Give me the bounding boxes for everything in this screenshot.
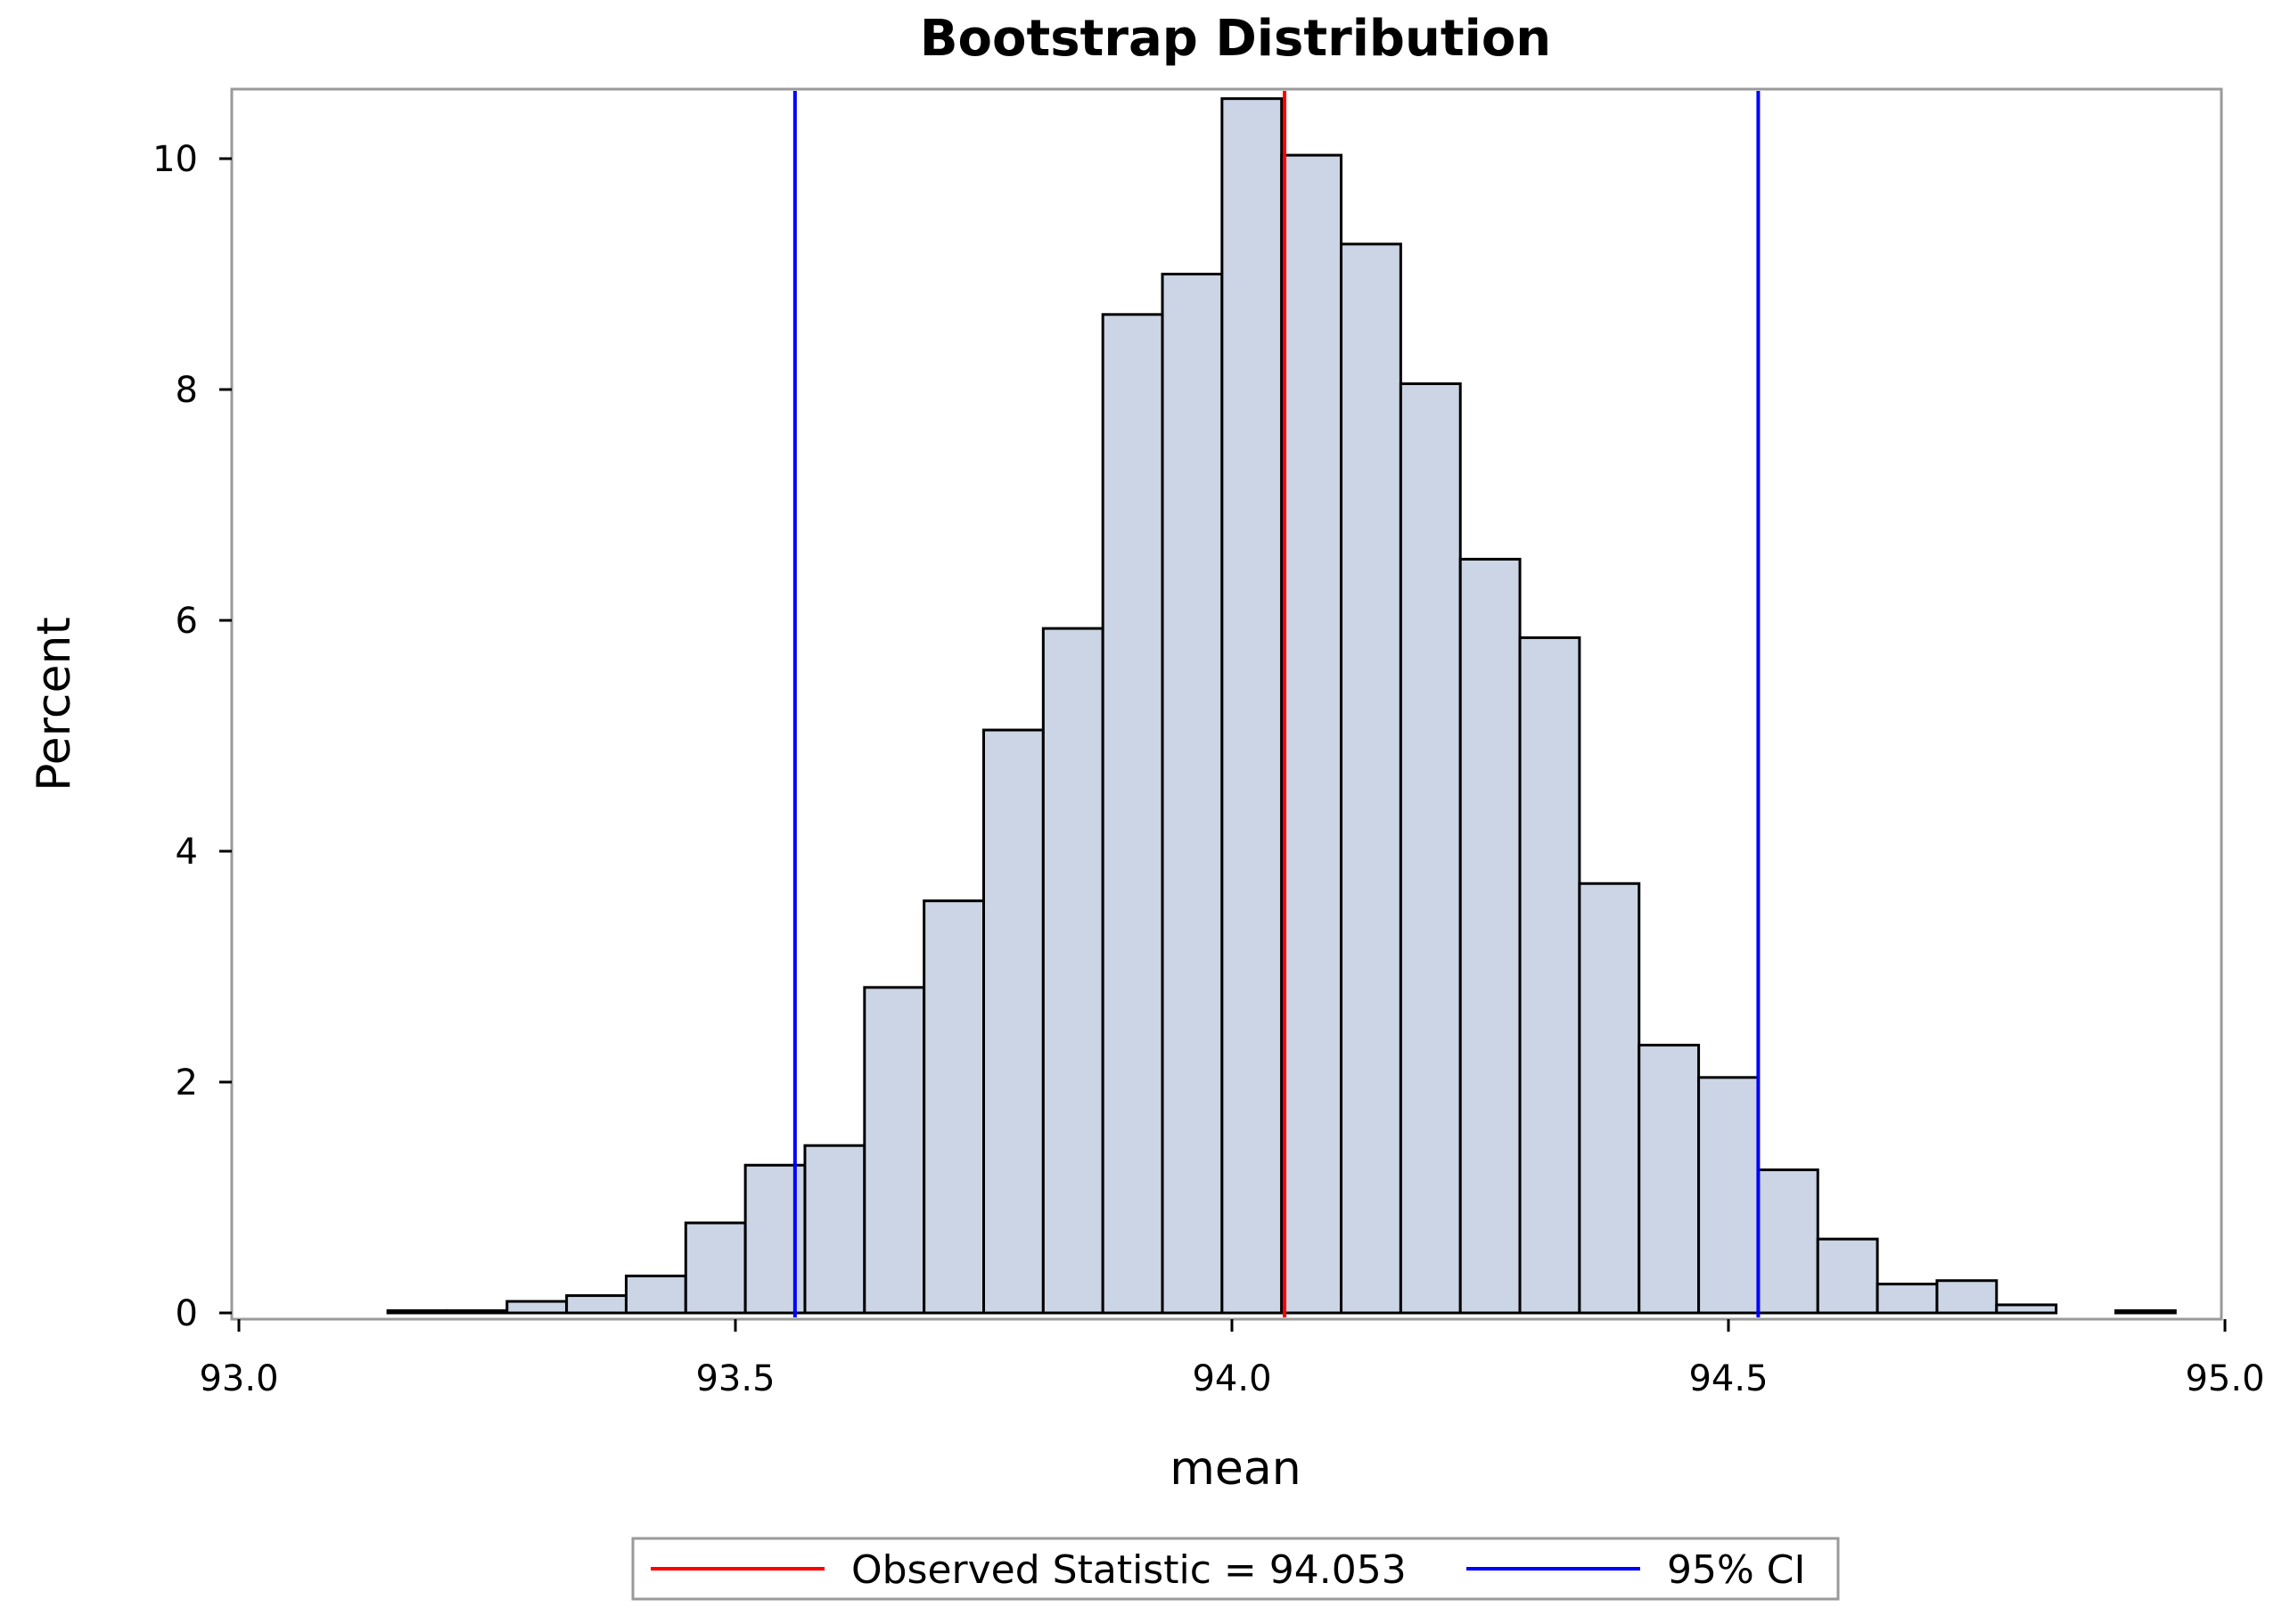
histogram-bar — [505, 1300, 569, 1315]
legend-label-observed-statistic: Observed Statistic = 94.053 — [851, 1547, 1407, 1593]
x-axis-ticks: 93.0 93.5 94.0 94.5 95.0 — [199, 1319, 2265, 1399]
x-axis-label: mean — [1170, 1442, 1301, 1496]
legend-box — [631, 1537, 1840, 1601]
histogram-bar — [1816, 1237, 1879, 1315]
histogram-bar — [1458, 557, 1522, 1315]
y-tick-label: 10 — [152, 139, 198, 180]
x-tick-label: 95.0 — [2185, 1358, 2264, 1399]
y-axis-ticks: 0 2 4 6 8 10 — [152, 139, 232, 1334]
histogram-bar — [1399, 382, 1462, 1315]
histogram-bar — [2114, 1308, 2177, 1315]
histogram-bar — [624, 1275, 687, 1315]
histogram-bar — [565, 1294, 628, 1315]
histogram-bar — [1578, 882, 1641, 1315]
histogram-bar — [863, 986, 926, 1315]
plot-area-frame — [230, 87, 2223, 1321]
histogram-bars — [386, 97, 2177, 1315]
histogram-bar — [1518, 636, 1581, 1315]
x-tick-label: 94.5 — [1688, 1358, 1768, 1399]
histogram-bar — [1935, 1279, 1999, 1315]
histogram-bar — [982, 728, 1045, 1315]
y-tick-label: 8 — [176, 370, 198, 411]
histogram-bar — [1161, 273, 1224, 1315]
y-tick-label: 4 — [176, 832, 198, 873]
histogram-bar — [1220, 97, 1284, 1315]
histogram-bar — [684, 1221, 747, 1315]
histogram-bar — [1756, 1168, 1819, 1315]
histogram-bar — [1101, 313, 1164, 1315]
histogram-bar — [1340, 242, 1402, 1315]
y-tick-label: 0 — [176, 1293, 198, 1334]
y-tick-label: 6 — [176, 601, 198, 642]
histogram-bar — [1697, 1076, 1760, 1315]
y-axis-label: Percent — [28, 617, 81, 791]
histogram-bar — [923, 899, 986, 1315]
histogram-bar — [446, 1308, 509, 1315]
chart-title: Bootstrap Distribution — [920, 10, 1551, 68]
histogram-bar — [803, 1144, 866, 1315]
histogram-bar — [1280, 153, 1343, 1315]
x-tick-label: 94.0 — [1192, 1358, 1271, 1399]
legend-label-95-ci: 95% CI — [1667, 1547, 1805, 1593]
histogram-bar — [1638, 1044, 1701, 1315]
y-tick-label: 2 — [176, 1062, 198, 1103]
histogram-bar — [1041, 627, 1104, 1315]
x-tick-label: 93.5 — [695, 1358, 775, 1399]
legend: Observed Statistic = 94.053 95% CI — [631, 1537, 1840, 1601]
reference-lines — [792, 91, 1761, 1317]
histogram-bar — [1876, 1283, 1939, 1315]
histogram-bar — [1995, 1303, 2058, 1315]
histogram-bar — [386, 1308, 449, 1315]
x-tick-label: 93.0 — [199, 1358, 278, 1399]
